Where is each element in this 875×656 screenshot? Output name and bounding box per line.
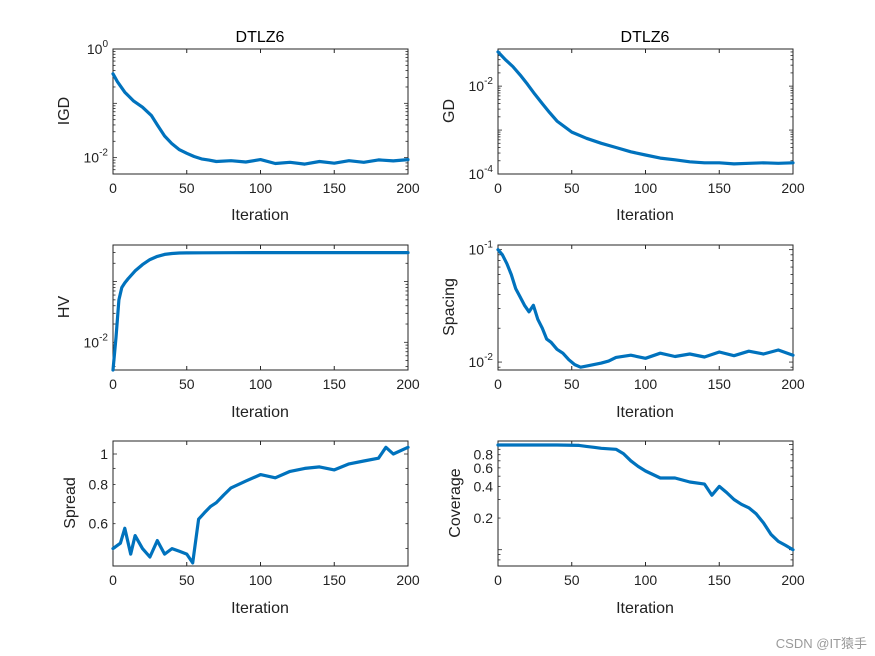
series-line-coverage xyxy=(496,443,795,552)
series-line-gd xyxy=(496,50,795,166)
x-tick-label: 0 xyxy=(109,180,117,196)
x-tick-label: 100 xyxy=(634,572,658,588)
y-tick-label: 0.8 xyxy=(474,447,494,463)
x-tick-label: 0 xyxy=(494,180,502,196)
x-tick-label: 150 xyxy=(323,572,347,588)
y-tick-label: 10-2 xyxy=(84,148,109,166)
series-line-igd xyxy=(111,72,410,166)
chart-igd-xlabel: Iteration xyxy=(231,207,289,224)
series-line-spacing xyxy=(496,248,795,369)
watermark: CSDN @IT猿手 xyxy=(775,636,867,651)
y-tick-label: 0.4 xyxy=(474,478,494,494)
x-tick-label: 50 xyxy=(179,376,195,392)
x-tick-label: 200 xyxy=(396,180,420,196)
x-tick-label: 50 xyxy=(179,572,195,588)
axes-box xyxy=(112,244,409,371)
x-tick-label: 200 xyxy=(396,572,420,588)
y-tick-label: 100 xyxy=(87,39,109,57)
y-tick-label: 0.6 xyxy=(474,460,494,476)
x-tick-label: 0 xyxy=(494,376,502,392)
x-tick-label: 0 xyxy=(109,376,117,392)
x-tick-label: 200 xyxy=(781,376,805,392)
x-tick-label: 50 xyxy=(564,572,580,588)
y-tick-label: 0.2 xyxy=(474,510,494,526)
y-tick-label: 10-2 xyxy=(84,332,109,350)
chart-igd-title: DTLZ6 xyxy=(236,29,285,46)
chart-spread-ylabel: Spread xyxy=(62,477,79,529)
y-tick-label: 0.8 xyxy=(89,476,109,492)
chart-hv: Iteration HV 0 50 100 150 200 10-2 xyxy=(56,244,420,421)
chart-gd-ylabel: GD xyxy=(441,99,458,123)
x-tick-label: 150 xyxy=(708,180,732,196)
chart-gd-title: DTLZ6 xyxy=(621,29,670,46)
y-tick-label: 10-4 xyxy=(469,164,494,182)
y-tick-label: 10-2 xyxy=(469,352,494,370)
x-tick-label: 100 xyxy=(634,180,658,196)
chart-igd-ylabel: IGD xyxy=(56,97,73,125)
x-tick-label: 0 xyxy=(109,572,117,588)
chart-coverage: Iteration Coverage 0 50 100 150 200 0.2 0.4 0.6… xyxy=(447,440,805,617)
x-tick-label: 50 xyxy=(564,376,580,392)
chart-coverage-xlabel: Iteration xyxy=(616,600,674,617)
y-tick-label: 10-1 xyxy=(469,240,494,258)
x-tick-label: 100 xyxy=(249,376,273,392)
x-tick-label: 200 xyxy=(781,180,805,196)
y-tick-label: 1 xyxy=(100,446,108,462)
chart-spacing-xlabel: Iteration xyxy=(616,404,674,421)
x-tick-label: 100 xyxy=(249,180,273,196)
x-tick-label: 0 xyxy=(494,572,502,588)
chart-hv-ylabel: HV xyxy=(56,296,73,319)
y-tick-label: 0.6 xyxy=(89,516,109,532)
chart-spacing: Iteration Spacing 0 50 100 150 200 10-2 10-1 xyxy=(441,240,805,421)
series-line-spread xyxy=(111,445,410,565)
x-tick-label: 100 xyxy=(249,572,273,588)
chart-igd: DTLZ6 Iteration IGD 0 50 100 150 200 10-2 100 xyxy=(56,29,420,224)
x-tick-label: 150 xyxy=(708,376,732,392)
x-tick-label: 50 xyxy=(564,180,580,196)
series-line-hv xyxy=(111,251,410,372)
x-tick-label: 50 xyxy=(179,180,195,196)
y-tick-label: 10-2 xyxy=(469,76,494,94)
chart-spread: Iteration Spread 0 50 100 150 200 0.6 0.8 1 xyxy=(62,440,420,617)
chart-gd: DTLZ6 Iteration GD 0 50 100 150 200 10-4 10-2 xyxy=(441,29,805,224)
chart-spread-xlabel: Iteration xyxy=(231,600,289,617)
chart-spacing-ylabel: Spacing xyxy=(441,278,458,336)
chart-coverage-ylabel: Coverage xyxy=(447,468,464,537)
x-tick-label: 200 xyxy=(396,376,420,392)
x-tick-label: 150 xyxy=(323,376,347,392)
x-tick-label: 150 xyxy=(323,180,347,196)
chart-gd-xlabel: Iteration xyxy=(616,207,674,224)
x-tick-label: 200 xyxy=(781,572,805,588)
x-tick-label: 100 xyxy=(634,376,658,392)
chart-hv-xlabel: Iteration xyxy=(231,404,289,421)
x-tick-label: 150 xyxy=(708,572,732,588)
axes-box xyxy=(497,440,794,567)
axes-box xyxy=(112,48,409,175)
